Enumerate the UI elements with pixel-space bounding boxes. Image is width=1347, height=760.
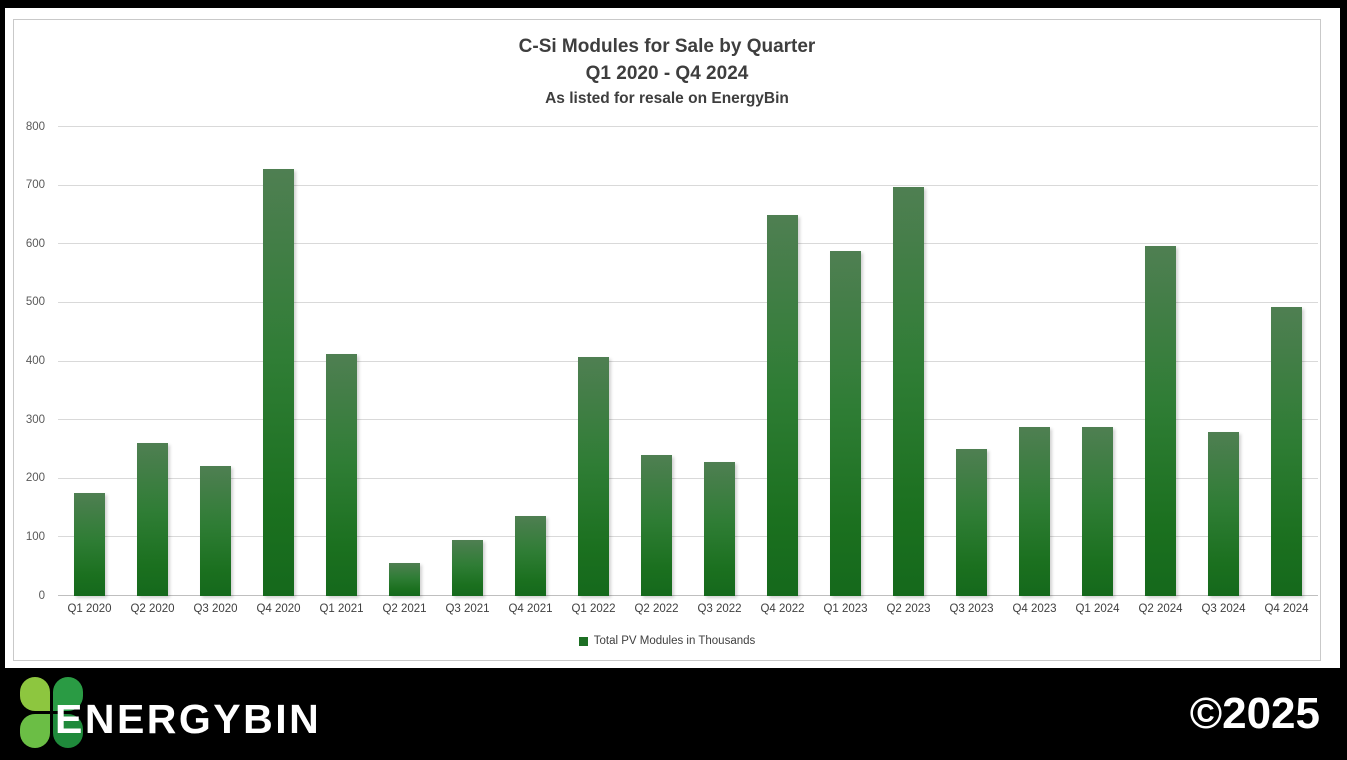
bar-slot [751, 127, 814, 596]
y-tick-label: 800 [25, 120, 45, 133]
gridline: 600 [26, 238, 1318, 250]
gridline: 700 [26, 179, 1318, 191]
bar-q3-2024 [1208, 431, 1239, 596]
leaf-bottom-right-icon [53, 714, 83, 748]
bar-q2-2022 [641, 454, 672, 596]
gridline: 200 [26, 472, 1318, 484]
x-tick-label: Q2 2023 [886, 603, 931, 615]
x-tick-label: Q1 2021 [319, 603, 364, 615]
bar-slot [499, 127, 562, 596]
x-tick-label: Q2 2024 [1138, 603, 1183, 615]
gridline: 300 [26, 414, 1318, 426]
x-tick-label: Q4 2024 [1264, 603, 1309, 615]
bar-q4-2020 [263, 169, 294, 596]
bar-q4-2024 [1271, 306, 1302, 596]
bar-q2-2023 [893, 187, 924, 596]
bar-q4-2023 [1019, 426, 1050, 596]
y-tick-label: 500 [25, 296, 45, 309]
chart-note: As listed for resale on EnergyBin [545, 90, 789, 107]
gridline: 800 [26, 121, 1318, 133]
bar-slot [562, 127, 625, 596]
bar-slot [436, 127, 499, 596]
x-tick-label: Q4 2023 [1012, 603, 1057, 615]
bar-slot [1129, 127, 1192, 596]
bar-q4-2022 [767, 214, 798, 596]
x-axis-labels: Q1 2020 Q2 2020 Q3 2020 Q4 2020 Q1 2021 Q2 20… [58, 603, 1318, 615]
y-tick-label: 100 [25, 530, 45, 543]
x-tick-label: Q1 2023 [823, 603, 868, 615]
bar-q3-2023 [956, 449, 987, 596]
legend-label: Total PV Modules in Thousands [593, 635, 756, 647]
bar-slot [625, 127, 688, 596]
bar-q1-2021 [326, 353, 357, 596]
energybin-logo-leaves-icon [20, 677, 83, 748]
bar-q3-2021 [452, 540, 483, 596]
gridline: 100 [26, 531, 1318, 543]
bar-slot [247, 127, 310, 596]
bar-q1-2024 [1082, 426, 1113, 596]
bar-slot [814, 127, 877, 596]
x-tick-label: Q3 2024 [1201, 603, 1246, 615]
page-frame: C-Si Modules for Sale by Quarter Q1 2020… [5, 8, 1340, 668]
x-tick-label: Q2 2020 [130, 603, 175, 615]
gridline: 400 [26, 355, 1318, 367]
bars-layer [58, 127, 1318, 596]
x-tick-label: Q4 2022 [760, 603, 805, 615]
y-tick-label: 200 [25, 472, 45, 485]
footer: ENERGYBIN ©2025 [0, 668, 1347, 760]
bar-q1-2020 [74, 493, 105, 596]
bar-q2-2021 [389, 562, 420, 596]
x-tick-label: Q3 2023 [949, 603, 994, 615]
x-tick-label: Q3 2021 [445, 603, 490, 615]
bar-slot [310, 127, 373, 596]
y-tick-label: 300 [25, 413, 45, 426]
y-tick-label: 400 [25, 355, 45, 367]
gridline: 500 [26, 296, 1318, 308]
bar-q1-2022 [578, 357, 609, 596]
leaf-bottom-left-icon [20, 714, 50, 748]
y-tick-label: 0 [38, 589, 45, 602]
bar-q4-2021 [515, 515, 546, 596]
bar-slot [1255, 127, 1318, 596]
x-tick-label: Q1 2020 [67, 603, 112, 615]
bar-slot [373, 127, 436, 596]
y-tick-label: 700 [25, 179, 45, 192]
chart-subtitle: Q1 2020 - Q4 2024 [585, 63, 749, 84]
x-axis-line: 0 [39, 590, 1318, 602]
bar-slot [940, 127, 1003, 596]
bar-q3-2020 [200, 465, 231, 596]
leaf-top-left-icon [20, 677, 50, 711]
legend-marker-icon [578, 636, 588, 646]
brand-name: ENERGYBIN [55, 696, 322, 742]
chart-title-block: C-Si Modules for Sale by Quarter Q1 2020… [14, 20, 1320, 111]
chart-card: C-Si Modules for Sale by Quarter Q1 2020… [13, 19, 1321, 661]
bar-q2-2020 [137, 443, 168, 596]
x-tick-label: Q1 2022 [571, 603, 616, 615]
bar-slot [1003, 127, 1066, 596]
x-tick-label: Q4 2020 [256, 603, 301, 615]
bar-slot [184, 127, 247, 596]
bar-slot [1066, 127, 1129, 596]
x-tick-label: Q2 2021 [382, 603, 427, 615]
bar-slot [58, 127, 121, 596]
x-tick-label: Q2 2022 [634, 603, 679, 615]
legend: Total PV Modules in Thousands [14, 635, 1320, 647]
bar-slot [688, 127, 751, 596]
bar-slot [877, 127, 940, 596]
bar-q3-2022 [704, 462, 735, 596]
gridlines-layer: 0 100 200 300 400 500 600 700 800 [26, 121, 1318, 602]
x-tick-label: Q1 2024 [1075, 603, 1120, 615]
bar-slot [121, 127, 184, 596]
plot-area: 0 100 200 300 400 500 600 700 800 [26, 121, 1318, 602]
copyright-text: ©2025 [1189, 689, 1320, 738]
x-tick-label: Q4 2021 [508, 603, 553, 615]
bar-q2-2024 [1145, 246, 1176, 596]
x-tick-label: Q3 2022 [697, 603, 742, 615]
x-tick-label: Q3 2020 [193, 603, 238, 615]
bar-q1-2023 [830, 251, 861, 596]
chart-title: C-Si Modules for Sale by Quarter [518, 36, 816, 57]
y-tick-label: 600 [25, 237, 45, 250]
bar-slot [1192, 127, 1255, 596]
leaf-top-right-icon [53, 677, 83, 711]
